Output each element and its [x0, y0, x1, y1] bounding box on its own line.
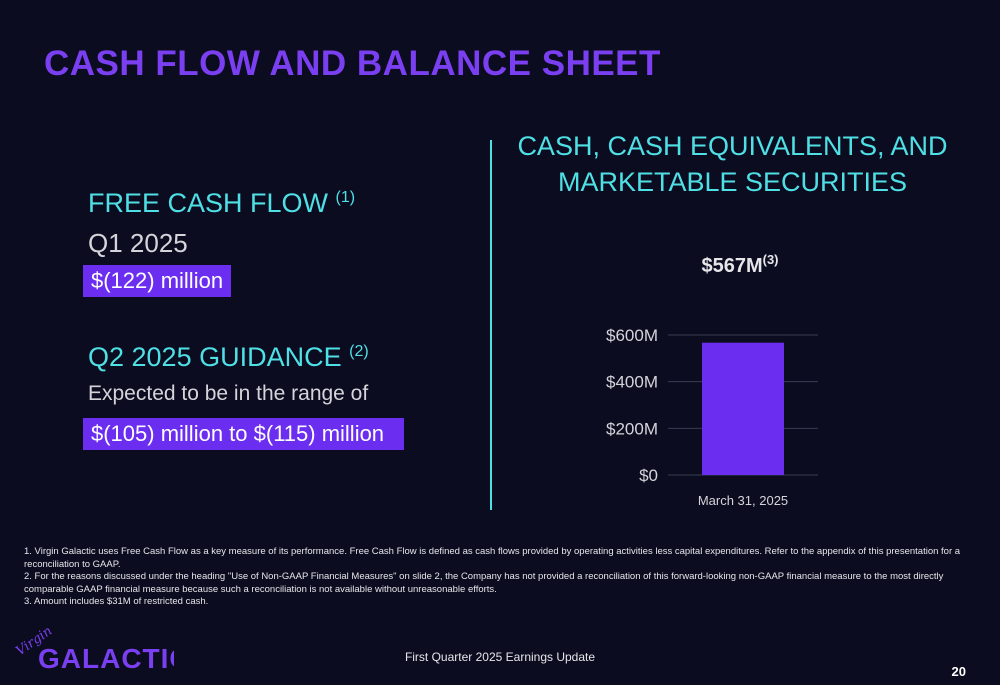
fcf-heading-text: FREE CASH FLOW	[88, 188, 329, 218]
fcf-footnote-ref: (1)	[335, 189, 356, 206]
fcf-period: Q1 2025	[88, 228, 188, 258]
chart-y-axis: $600M $400M $200M $0	[606, 326, 658, 485]
chart-x-tick-label: March 31, 2025	[698, 493, 788, 508]
chart-data-label-note: (3)	[763, 252, 779, 267]
footnote-3: 3. Amount includes $31M of restricted ca…	[24, 596, 209, 607]
chart-x-axis: March 31, 2025	[698, 493, 788, 508]
chart-bars	[702, 342, 784, 475]
chart-y-tick-label: $400M	[606, 373, 658, 392]
page-number: 20	[951, 664, 966, 679]
chart-data-label: $567M(3)	[701, 252, 778, 277]
virgin-galactic-logo: Virgin GALACTIC	[14, 628, 174, 674]
chart-bar	[702, 342, 784, 475]
fcf-heading: FREE CASH FLOW (1)	[88, 188, 355, 219]
footnote-2: 2. For the reasons discussed under the h…	[24, 571, 944, 595]
chart-y-tick-label: $600M	[606, 326, 658, 345]
guidance-heading-text: Q2 2025 GUIDANCE	[88, 342, 342, 372]
guidance-heading: Q2 2025 GUIDANCE (2)	[88, 342, 369, 373]
cash-chart: $567M(3) $600M $400M $200M $0 March 31, 202…	[606, 252, 818, 508]
chart-y-tick-label: $200M	[606, 419, 658, 438]
chart-title: CASH, CASH EQUIVALENTS, AND MARKETABLE S…	[517, 131, 948, 197]
fcf-value: $(122) million	[83, 265, 232, 297]
footnotes: 1. Virgin Galactic uses Free Cash Flow a…	[24, 546, 974, 609]
logo-word: GALACTIC	[38, 643, 174, 674]
footnote-1: 1. Virgin Galactic uses Free Cash Flow a…	[24, 546, 961, 570]
page-title: CASH FLOW AND BALANCE SHEET	[44, 44, 661, 83]
column-divider	[490, 140, 492, 510]
guidance-footnote-ref: (2)	[349, 343, 369, 360]
guidance-text: Expected to be in the range of	[88, 382, 369, 405]
footer-text: First Quarter 2025 Earnings Update	[404, 650, 596, 664]
chart-data-label-value: $567M	[701, 255, 762, 277]
chart-y-tick-label: $0	[639, 466, 658, 485]
guidance-value: $(105) million to $(115) million	[83, 418, 405, 450]
